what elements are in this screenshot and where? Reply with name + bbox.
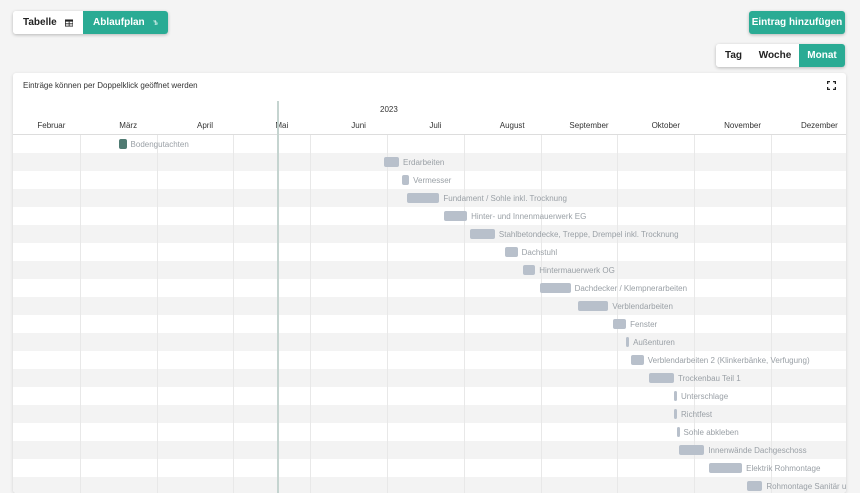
gantt-bar[interactable] [613, 319, 627, 329]
gantt-bar[interactable] [578, 301, 609, 311]
gantt-bar-label: Trockenbau Teil 1 [678, 374, 741, 383]
gantt-bar-label: Verblendarbeiten 2 (Klinkerbänke, Verfug… [647, 356, 810, 365]
gantt-bar-label: Fundament / Sohle inkl. Trocknung [443, 194, 567, 203]
gantt-bar[interactable] [626, 337, 630, 347]
gantt-bar-label: Bodengutachten [130, 140, 189, 149]
gantt-row [13, 261, 846, 279]
gantt-bar-label: Erdarbeiten [403, 158, 445, 167]
gantt-icon [152, 20, 158, 25]
month-gridline [233, 135, 235, 493]
month-scale-button[interactable]: Monat [799, 44, 845, 67]
month-label: November [724, 121, 762, 130]
gantt-bar-label: Elektrik Rohmontage [746, 464, 821, 473]
month-gridline [694, 135, 696, 493]
gantt-row [13, 225, 846, 243]
gantt-row [13, 405, 846, 423]
gantt-bar[interactable] [679, 445, 705, 455]
gantt-bar[interactable] [709, 463, 743, 473]
gantt-chart: Einträge können per Doppelklick geöffnet… [13, 73, 846, 493]
today-marker [277, 101, 279, 493]
month-label: Juli [429, 121, 442, 130]
table-view-label: Tabelle [23, 17, 57, 28]
gantt-bar-label: Stahlbetondecke, Treppe, Drempel inkl. T… [498, 230, 679, 239]
month-label: April [196, 121, 213, 130]
month-label: August [499, 121, 525, 130]
gantt-bar[interactable] [383, 157, 399, 167]
gantt-bar-label: Innenwände Dachgeschoss [708, 446, 807, 455]
month-gridline [463, 135, 465, 493]
month-label: März [119, 121, 138, 130]
month-label: Oktober [651, 121, 681, 130]
month-gridline [617, 135, 619, 493]
gantt-bar-label: Hintermauerwerk OG [539, 266, 615, 275]
gantt-bar[interactable] [469, 229, 495, 239]
plan-view-label: Ablaufplan [93, 17, 145, 28]
week-scale-button[interactable]: Woche [751, 44, 799, 67]
gantt-bar-label: Hinter- und Innenmauerwerk EG [471, 212, 587, 221]
table-view-button[interactable]: Tabelle [13, 11, 83, 34]
month-gridline [79, 135, 81, 493]
fullscreen-icon[interactable] [827, 81, 836, 90]
gantt-bar[interactable] [674, 391, 678, 401]
timeline-header-divider [13, 134, 846, 135]
gantt-bar-label: Fenster [630, 320, 658, 329]
view-mode-toggle: Tabelle Ablaufplan [13, 11, 168, 34]
gantt-bar[interactable] [406, 193, 440, 203]
gantt-row [13, 477, 846, 493]
gantt-bar-label: Rohmontage Sanitär u [766, 482, 846, 491]
gantt-bar-label: Verblendarbeiten [612, 302, 673, 311]
gantt-bar[interactable] [631, 355, 644, 365]
year-label: 2023 [380, 105, 398, 114]
doubleclick-hint: Einträge können per Doppelklick geöffnet… [23, 81, 198, 90]
gantt-bar-label: Sohle abkleben [683, 428, 739, 437]
gantt-row [13, 297, 846, 315]
month-label: Februar [37, 121, 66, 130]
day-scale-button[interactable]: Tag [716, 44, 751, 67]
table-icon [64, 18, 73, 27]
gantt-row [13, 441, 846, 459]
timescale-toggle: Tag Woche Monat [716, 44, 845, 67]
gantt-bar[interactable] [444, 211, 468, 221]
gantt-bar[interactable] [747, 481, 763, 491]
gantt-bar-label: Unterschlage [681, 392, 729, 401]
gantt-bar[interactable] [118, 139, 127, 149]
add-entry-button[interactable]: Eintrag hinzufügen [749, 11, 845, 34]
gantt-row [13, 369, 846, 387]
gantt-row [13, 315, 846, 333]
gantt-bar-label: Richtfest [681, 410, 713, 419]
gantt-bar-label: Dachstuhl [521, 248, 558, 257]
gantt-bar[interactable] [504, 247, 518, 257]
gantt-row [13, 333, 846, 351]
month-gridline [771, 135, 772, 493]
gantt-row [13, 153, 846, 171]
month-label: Mai [275, 121, 289, 130]
gantt-bar[interactable] [676, 427, 680, 437]
gantt-bar-label: Außenturen [633, 338, 675, 347]
gantt-row [13, 243, 846, 261]
month-gridline [310, 135, 312, 493]
month-label: September [569, 121, 609, 130]
gantt-row [13, 207, 846, 225]
gantt-bar[interactable] [522, 265, 536, 275]
gantt-bar[interactable] [540, 283, 571, 293]
month-gridline [387, 135, 388, 493]
plan-view-button[interactable]: Ablaufplan [83, 11, 168, 34]
gantt-bar[interactable] [401, 175, 410, 185]
gantt-bar[interactable] [648, 373, 674, 383]
gantt-bar-label: Vermesser [413, 176, 452, 185]
gantt-row [13, 279, 846, 297]
month-gridline [540, 135, 542, 493]
month-label: Dezember [800, 121, 838, 130]
gantt-bar-label: Dachdecker / Klempnerarbeiten [574, 284, 688, 293]
gantt-bar[interactable] [674, 409, 678, 419]
month-label: Juni [351, 121, 366, 130]
month-gridline [156, 135, 158, 493]
